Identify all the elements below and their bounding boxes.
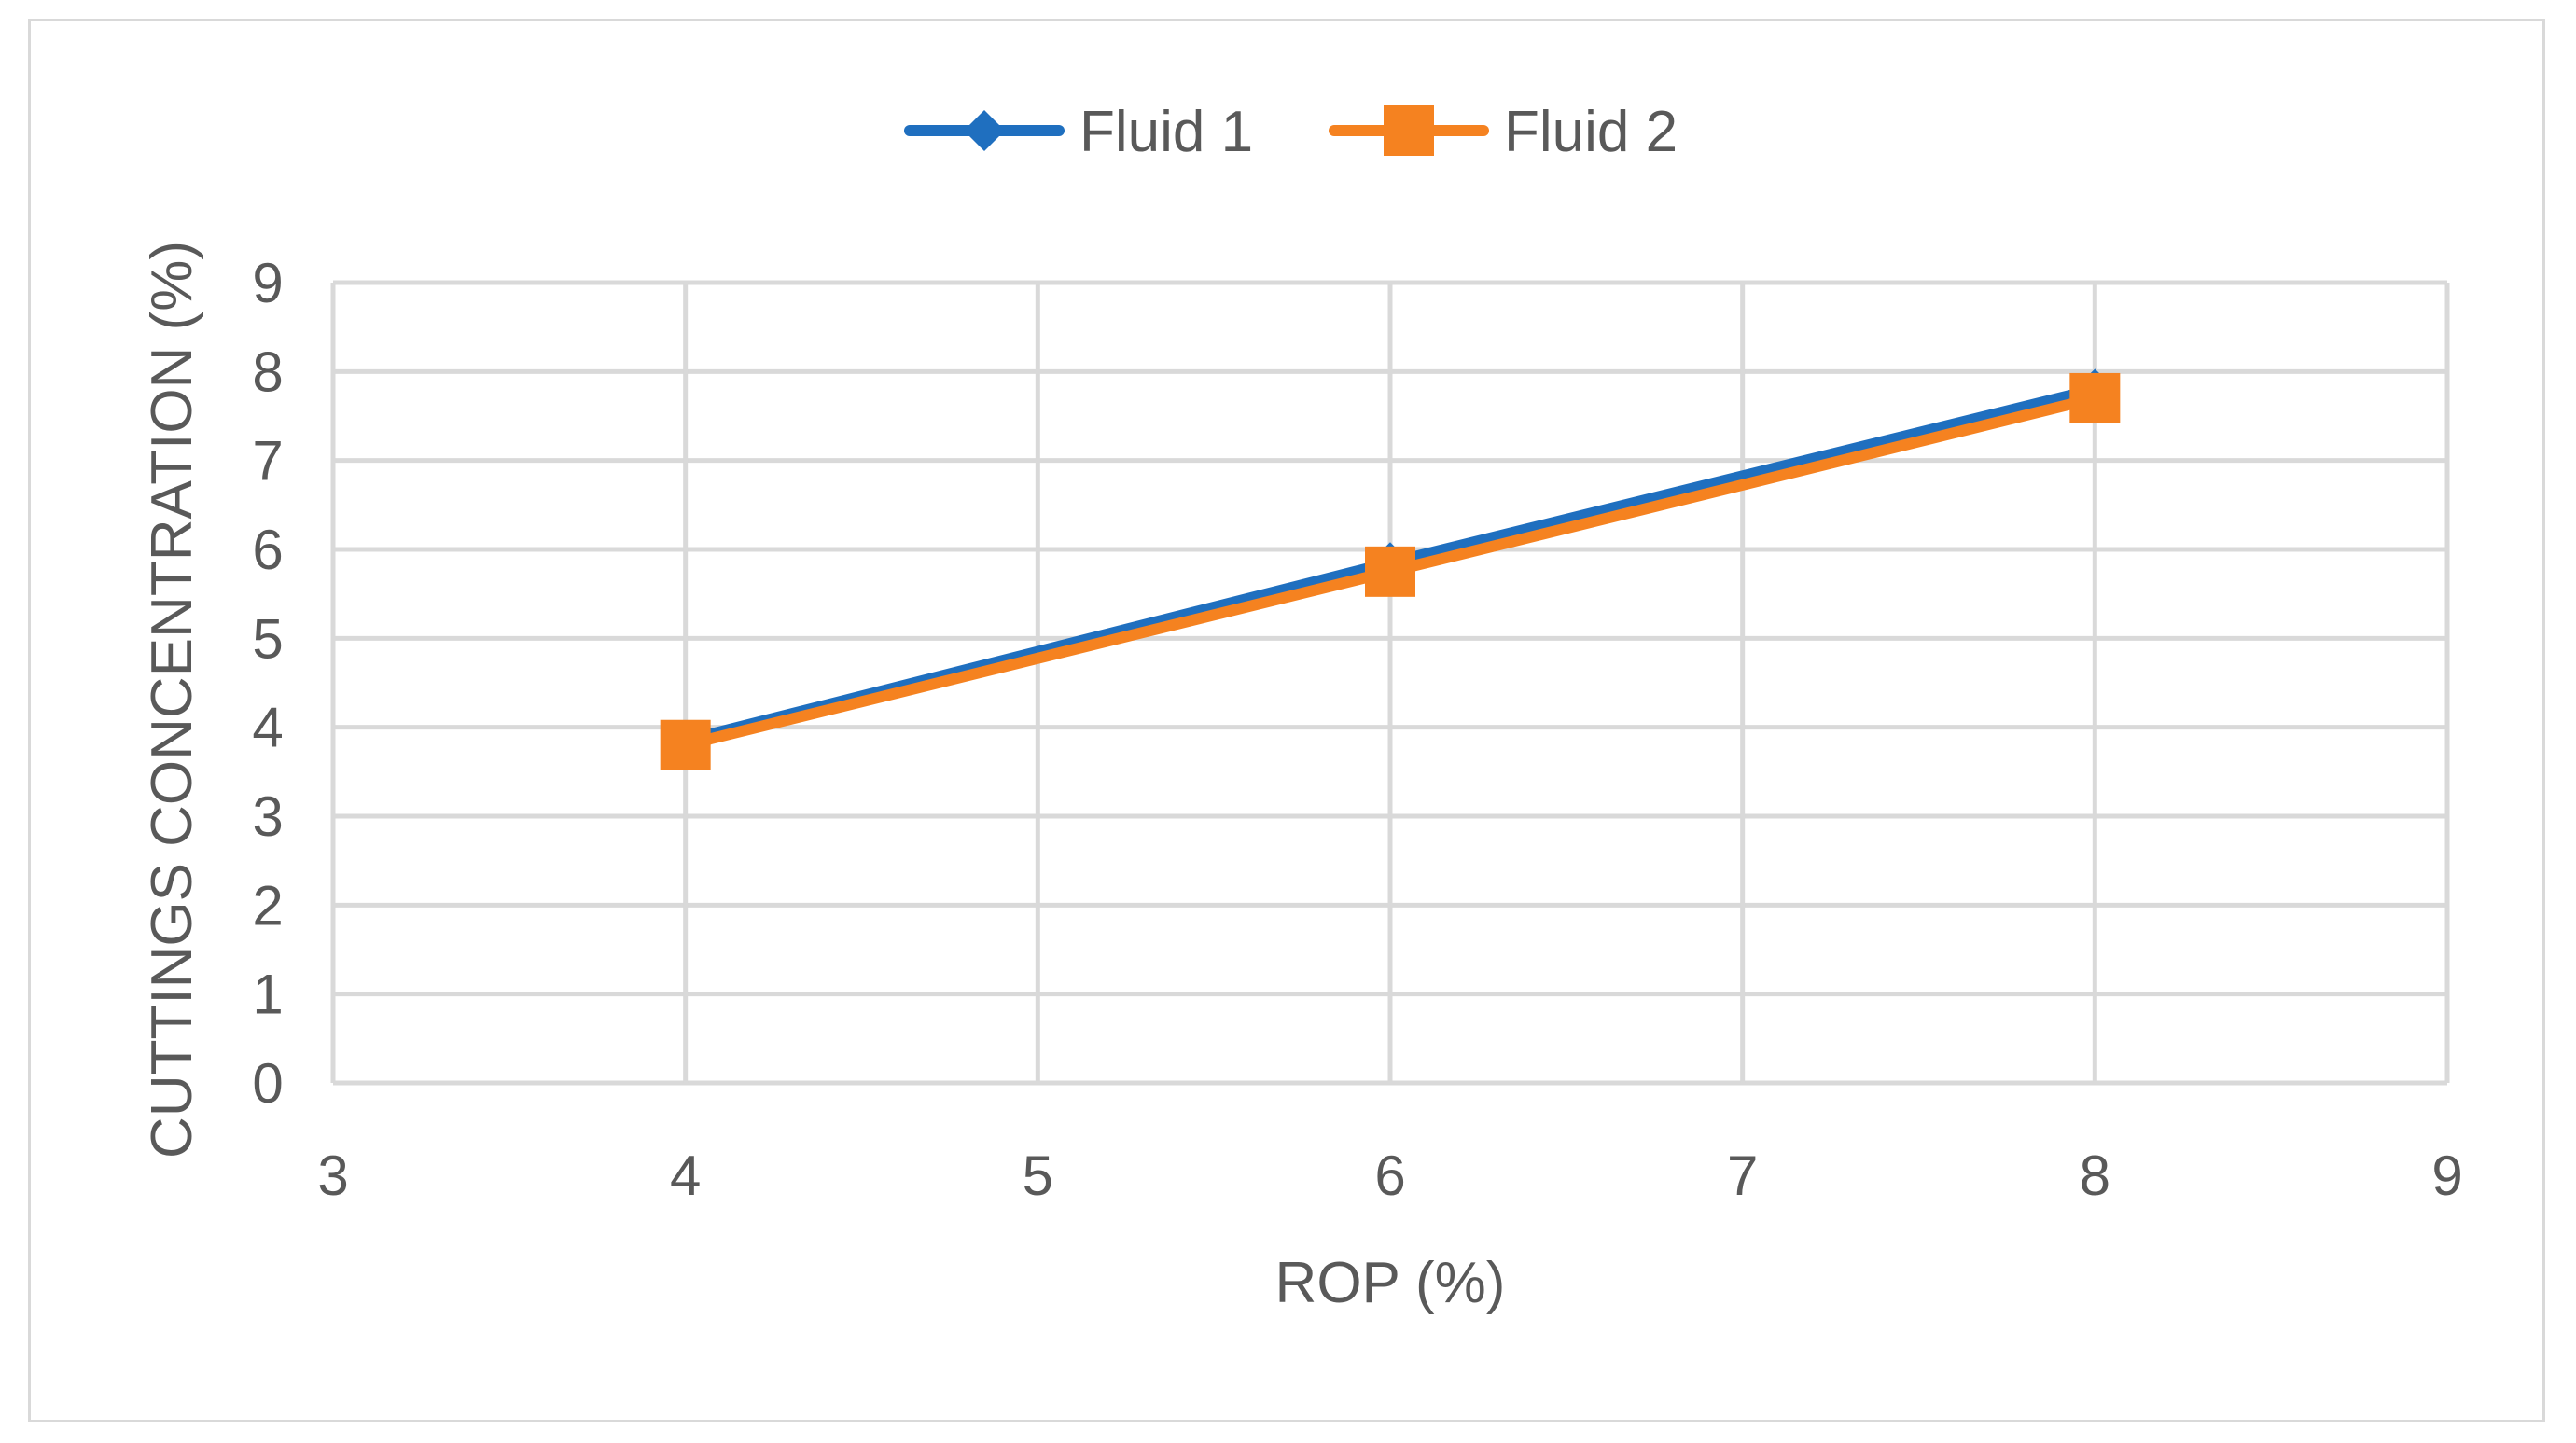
data-point xyxy=(2069,372,2121,423)
y-tick-label: 1 xyxy=(252,964,283,1026)
y-tick-label: 4 xyxy=(252,697,283,759)
legend-marker xyxy=(964,110,1005,151)
legend-marker xyxy=(1384,105,1434,156)
y-tick-label: 3 xyxy=(252,785,283,848)
x-tick-label: 5 xyxy=(1023,1145,1053,1207)
data-point xyxy=(660,719,711,770)
x-tick-label: 6 xyxy=(1374,1145,1405,1207)
x-axis-title: ROP (%) xyxy=(1275,1251,1506,1315)
x-tick-label: 8 xyxy=(2080,1145,2110,1207)
y-tick-label: 0 xyxy=(252,1052,283,1115)
y-tick-label: 6 xyxy=(252,519,283,581)
data-point xyxy=(1365,546,1415,597)
legend-label: Fluid 2 xyxy=(1504,100,1678,164)
tick-labels: 0 1 2 3 4 5 6 7 8 9 3 4 5 6 7 8 9 xyxy=(252,252,2462,1207)
y-tick-label: 5 xyxy=(252,607,283,670)
y-tick-label: 2 xyxy=(252,874,283,937)
legend-item: Fluid 2 xyxy=(1329,100,1678,164)
series-layer xyxy=(660,368,2121,770)
x-tick-label: 4 xyxy=(670,1145,701,1207)
legend: Fluid 1 Fluid 2 xyxy=(904,100,1678,164)
y-tick-label: 7 xyxy=(252,430,283,493)
x-tick-label: 7 xyxy=(1727,1145,1758,1207)
y-tick-label: 8 xyxy=(252,340,283,403)
y-axis-title: CUTTINGS CONCENTRATION (%) xyxy=(140,241,204,1159)
x-tick-label: 9 xyxy=(2431,1145,2462,1207)
legend-label: Fluid 1 xyxy=(1079,100,1253,164)
chart-frame xyxy=(28,19,2545,1422)
grid-lines xyxy=(330,280,2450,1086)
x-tick-label: 3 xyxy=(317,1145,348,1207)
legend-item: Fluid 1 xyxy=(904,100,1253,164)
y-tick-label: 9 xyxy=(252,252,283,314)
